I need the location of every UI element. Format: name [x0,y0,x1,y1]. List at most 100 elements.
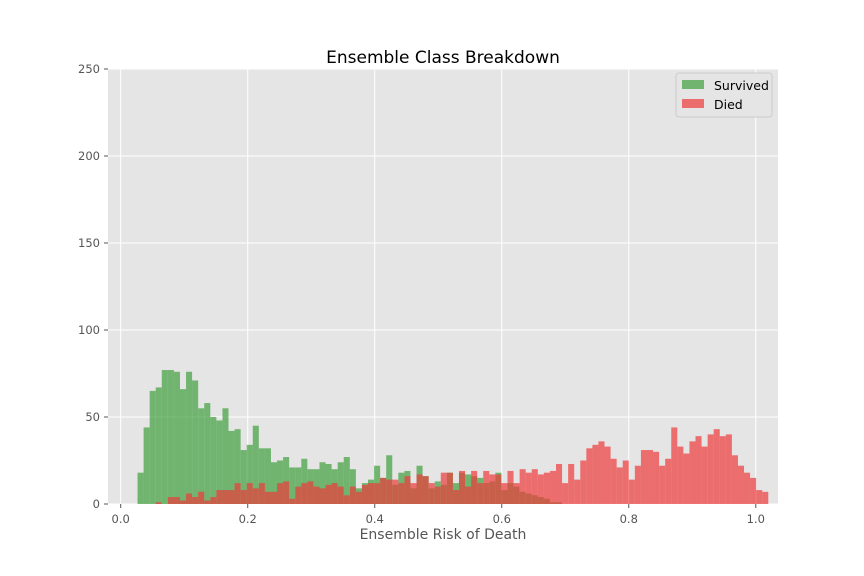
y-tick-label: 0 [93,497,100,511]
survived-bar [264,448,271,504]
survived-bar [216,420,223,504]
died-bar [634,465,641,504]
died-bar [659,465,666,504]
died-bar [380,477,387,504]
died-bar [198,491,205,504]
died-bar [319,488,326,504]
died-bar [301,483,308,504]
died-bar [598,441,605,504]
survived-bar [258,448,265,504]
died-bar [277,483,284,504]
survived-bar [270,462,278,504]
died-bar [537,474,544,504]
survived-bar [155,387,162,504]
survived-bar [186,371,193,504]
died-bar [616,467,623,504]
died-bar [246,483,253,504]
died-bar [222,490,229,504]
died-bar [671,427,678,504]
died-bar [252,488,259,504]
died-bar [701,446,708,504]
died-bar [653,451,660,504]
died-bar [640,450,647,504]
y-axis-ticks: 0 50 100 150 200 250 [78,62,108,511]
died-bar [483,470,490,504]
died-bar [179,500,187,504]
died-bar [349,486,356,504]
died-bar [549,470,557,504]
survived-bar [192,380,199,504]
legend-label-survived: Survived [714,78,769,93]
survived-bar [179,389,187,504]
died-bar [665,458,672,504]
grid-lines [108,68,778,505]
y-tick-label: 100 [78,323,100,337]
survived-bar [198,408,205,504]
died-bar [471,470,478,504]
died-bar [234,483,241,504]
legend-swatch-died [682,99,704,108]
survived-bar [228,430,235,504]
died-bar [337,486,344,504]
died-bar [622,460,629,504]
survived-bar [143,427,150,504]
died-bar [543,472,550,504]
died-bar [707,434,714,504]
died-bar [270,491,278,504]
died-bar [355,491,362,504]
x-tick-label: 1.0 [747,512,765,526]
died-bar [289,498,296,504]
died-bar [458,470,466,504]
died-bar [192,497,199,504]
died-bar [428,483,435,504]
died-bar [155,502,162,504]
died-bar [204,500,211,504]
x-tick-label: 0.8 [620,512,638,526]
survived-bar [204,403,211,504]
died-bar [519,469,526,504]
died-bar [386,479,393,504]
died-bar [446,472,453,504]
died-bar [186,493,193,504]
died-bar [343,495,350,504]
x-axis-label: Ensemble Risk of Death [360,527,527,543]
x-tick-label: 0.4 [366,512,384,526]
survived-bar [246,444,253,504]
died-bar [610,458,617,504]
died-bar [283,481,290,504]
died-bar [392,479,399,504]
died-bar [531,469,538,504]
survived-bar [343,457,350,504]
died-bar [604,446,611,504]
died-bar [562,483,569,504]
x-tick-label: 0.0 [112,512,130,526]
died-bar [240,490,247,504]
died-bar [495,474,502,504]
died-bar [556,463,563,504]
died-bar [295,486,302,504]
died-bar [398,483,405,504]
died-bar [628,479,635,504]
died-bar [489,474,496,504]
died-bar [361,484,368,504]
survived-bar [161,370,168,504]
survived-bar [289,467,296,504]
died-bar [592,444,599,504]
died-bar [313,486,320,504]
died-bar [325,484,332,504]
survived-bar [210,417,217,504]
died-bar [167,497,174,504]
survived-bar [234,429,241,504]
died-bar [404,476,411,504]
chart-title: Ensemble Class Breakdown [326,48,560,68]
survived-bar [252,425,259,504]
legend: Survived Died [675,72,773,118]
died-bar [452,490,459,504]
died-bar [731,455,738,504]
died-bar [525,472,532,504]
died-bar [750,477,757,504]
legend-label-died: Died [714,97,743,112]
x-tick-label: 0.2 [239,512,257,526]
died-bar [434,486,441,504]
